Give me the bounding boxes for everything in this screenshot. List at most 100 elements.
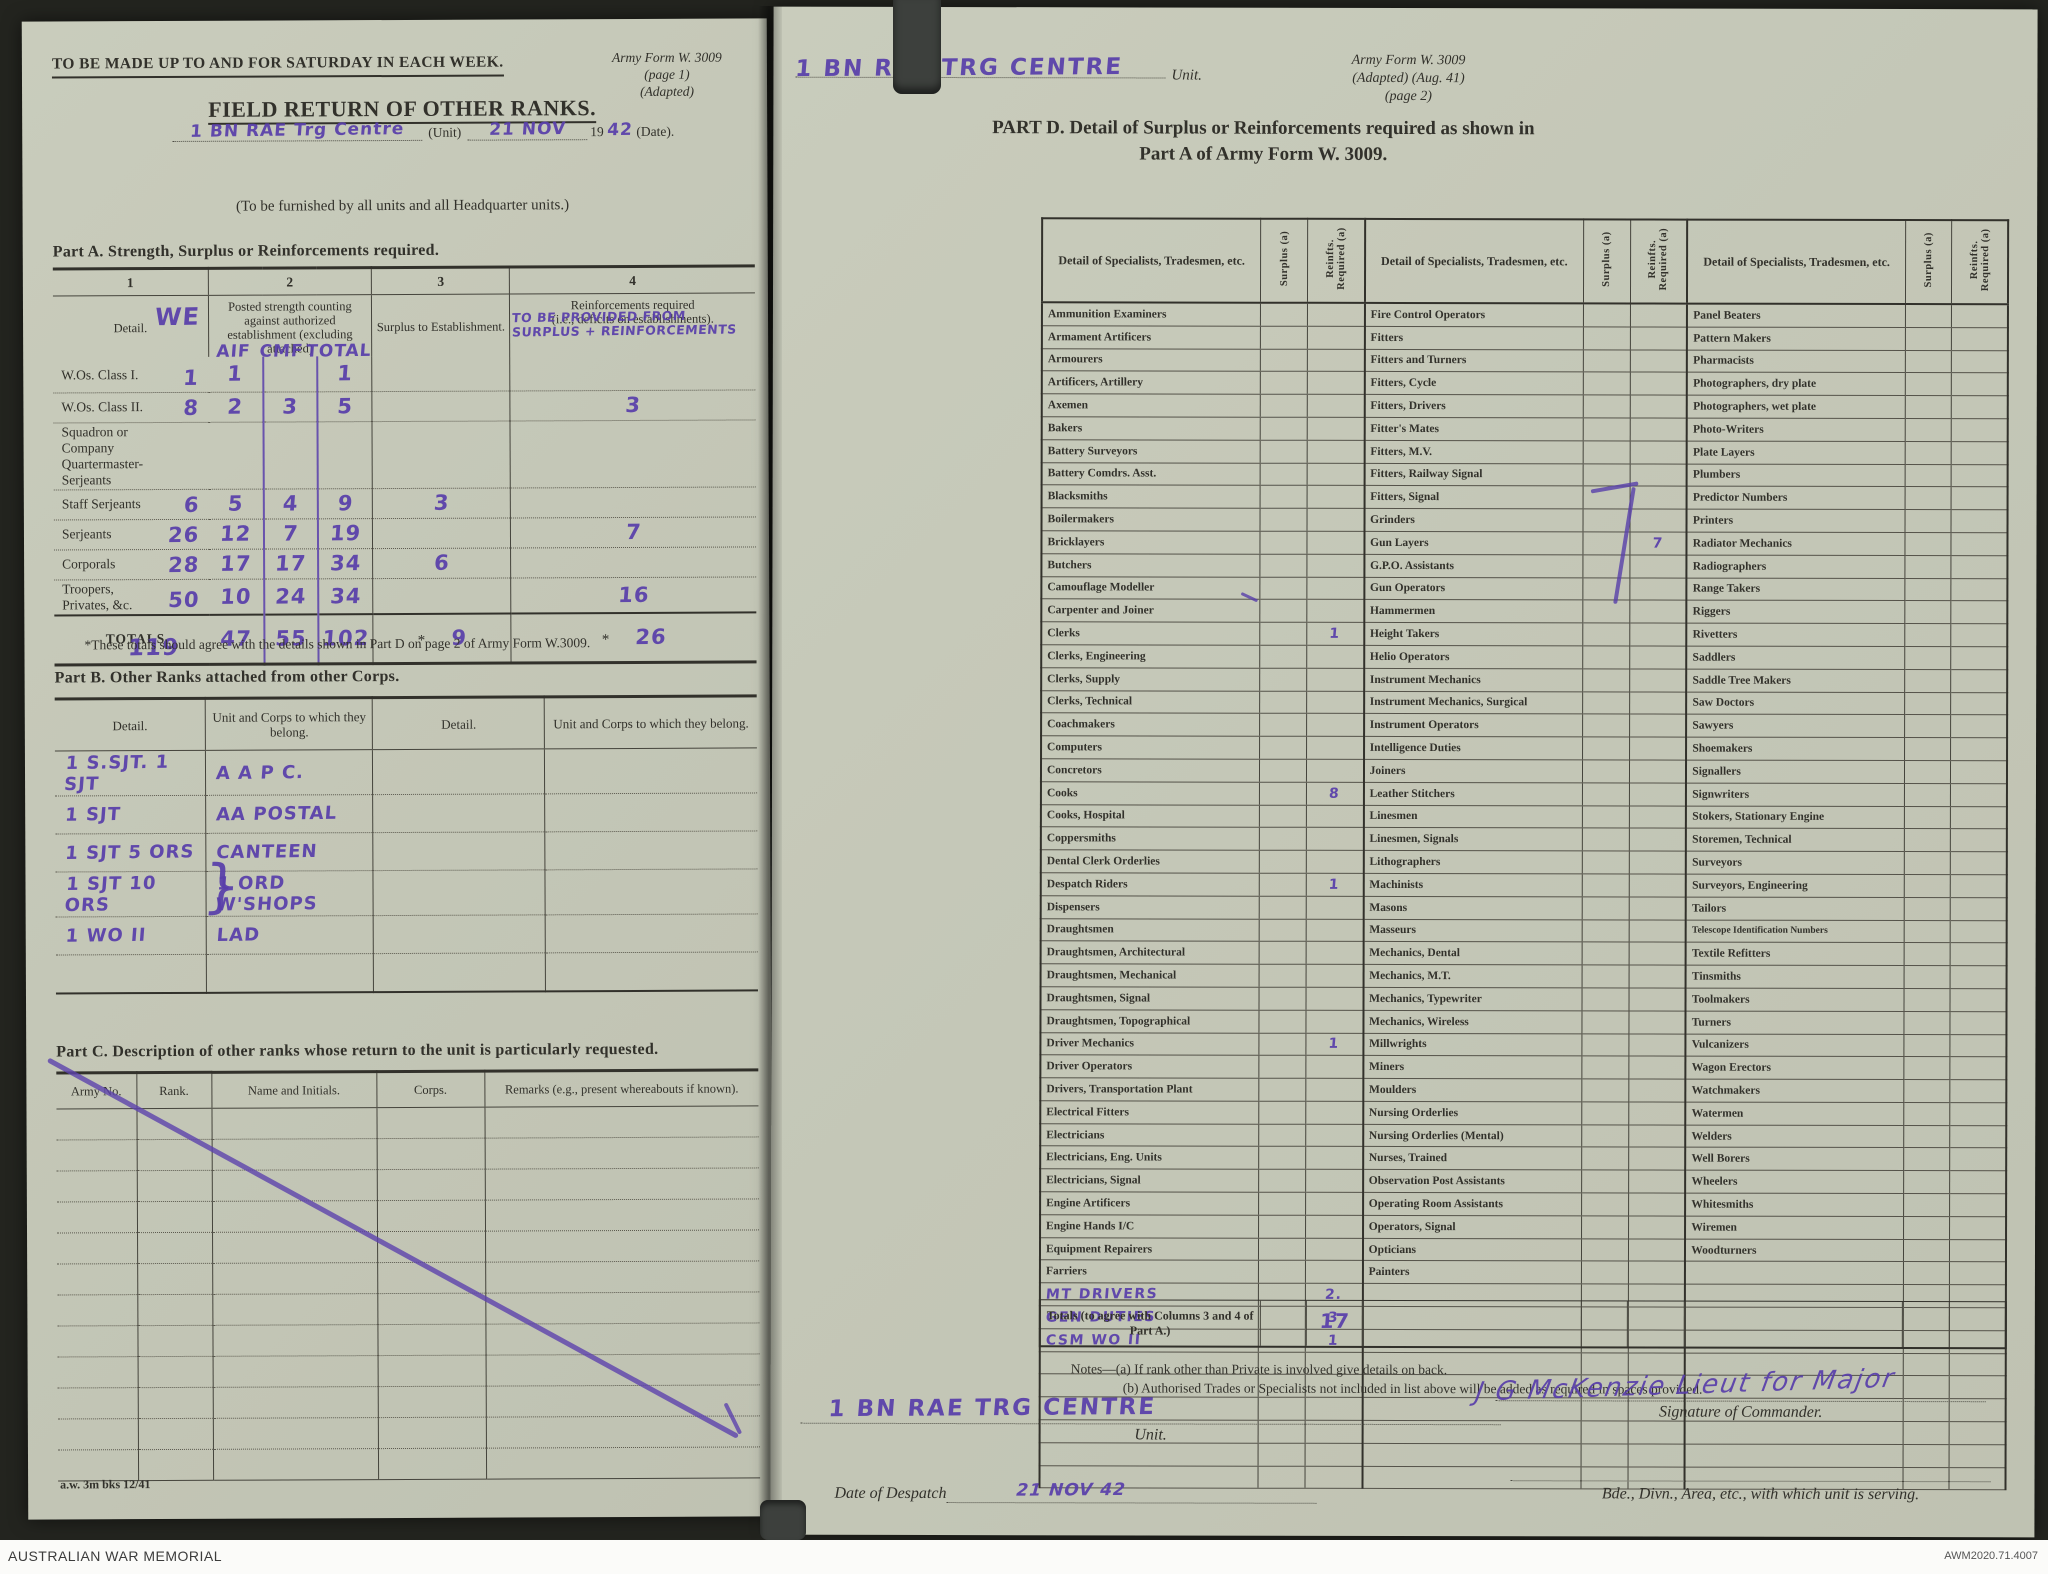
trade-cell: Photographers, wet plate: [1687, 395, 1906, 419]
surplus-cell: [1582, 873, 1629, 897]
unit-corps-cell: [545, 868, 758, 915]
part-d-row: Woodturners: [1685, 1238, 2006, 1263]
detail-cell: [373, 914, 546, 954]
reinforcements-cell: [1306, 531, 1364, 555]
reinforcements-cell: [1305, 1260, 1362, 1284]
trade-cell: Fitters, M.V.: [1364, 440, 1584, 464]
trade-cell: Cooks, Hospital: [1040, 804, 1260, 828]
trade-cell: Intelligence Duties: [1363, 736, 1583, 760]
reinforcements-cell: [1306, 690, 1363, 714]
unit-label: Unit.: [1134, 1426, 1167, 1444]
reinforcements-cell: [1950, 1011, 2007, 1035]
trade-cell: Vulcanizers: [1685, 1033, 1904, 1057]
surplus-cell: [1582, 896, 1629, 920]
surplus-cell: [1904, 464, 1952, 488]
trade-cell: Wiremen: [1685, 1215, 1904, 1240]
surplus-cell: [1903, 1034, 1951, 1057]
surplus-cell: [1260, 325, 1308, 349]
surplus-cell: [1582, 600, 1630, 624]
part-d-row: Watermen: [1685, 1101, 2007, 1126]
reinforcements-cell: [1950, 714, 2008, 738]
part-d-row: Stokers, Stationary Engine: [1686, 805, 2007, 830]
surplus-cell: [1259, 873, 1307, 897]
surplus-cell: [1260, 462, 1308, 486]
archive-caption-bar: AUSTRALIAN WAR MEMORIAL AWM2020.71.4007: [0, 1540, 2048, 1574]
surplus-cell: [1260, 553, 1307, 577]
detail-cell: [372, 748, 546, 795]
hw-detail-value: 1 SJT: [64, 803, 122, 826]
surplus-cell: [1581, 1261, 1628, 1285]
part-d-row: Cooks 8: [1040, 781, 1363, 805]
reinforcements-cell: [1628, 1193, 1685, 1216]
trade-cell: Clerks: [1041, 621, 1261, 646]
reinforcements-cell: [1951, 578, 2008, 602]
reinforcements-cell: [1628, 896, 1686, 920]
reinforcements-cell: [1629, 395, 1687, 419]
part-d-row: Computers: [1041, 735, 1363, 760]
reinforcements-cell: [1307, 302, 1364, 327]
reinforcements-cell: [1629, 486, 1686, 510]
unit-corps-cell: AA POSTAL: [206, 794, 374, 834]
trade-cell: Painters: [1362, 1260, 1582, 1285]
rank-detail-cell: Serjeants 26: [53, 518, 210, 550]
part-d-row: Mechanics, M.T.: [1363, 964, 1685, 988]
part-d-row: Bricklayers: [1041, 530, 1364, 555]
trade-cell: Armourers: [1041, 348, 1261, 372]
trade-cell: Nursing Orderlies: [1362, 1101, 1582, 1125]
surplus-cell: [1258, 1146, 1306, 1170]
reinforcements-cell: [1306, 918, 1363, 942]
trade-cell: Riggers: [1686, 600, 1905, 624]
trade-cell: Clerks, Engineering: [1041, 644, 1260, 668]
hw-strength-value: 7: [282, 521, 300, 546]
part-a-row: W.Os. Class I. 1 1 1: [53, 354, 756, 393]
strength-cell: 7: [263, 518, 319, 549]
trade-cell: Lithographers: [1363, 850, 1583, 874]
reinforcements-cell: [1628, 1010, 1685, 1034]
trade-cell: Toolmakers: [1685, 987, 1904, 1012]
surplus-cell: [372, 577, 512, 614]
hw-surplus-value: 6: [433, 550, 451, 575]
part-d-row: Whitesmiths: [1685, 1193, 2007, 1217]
part-d-row: Dispensers: [1040, 895, 1363, 919]
reinforcements-cell: [1951, 373, 2008, 396]
trade-cell: Drivers, Transportation Plant: [1040, 1077, 1260, 1102]
part-d-row: Mechanics, Typewriter: [1363, 987, 1685, 1011]
part-d-row: Fire Control Operators: [1364, 302, 1687, 327]
hw-brace: }: [200, 851, 244, 921]
trade-cell: Photo-Writers: [1687, 418, 1906, 442]
part-d-row: Printers: [1686, 509, 2008, 533]
surplus-cell: [1260, 531, 1307, 555]
part-d-row: Nursing Orderlies (Mental): [1362, 1124, 1685, 1148]
part-d-row: Draughtsmen, Signal: [1040, 986, 1363, 1011]
reinforcements-cell: [1305, 1055, 1363, 1079]
trade-cell: Opticians: [1362, 1238, 1582, 1262]
reinforcements-header: Reinfts. Required (a): [1647, 228, 1670, 291]
part-d-row: Tinsmiths: [1685, 965, 2007, 989]
detail-cell: 1 S.SJT. 1 SJT: [54, 750, 207, 796]
reinforcements-cell: [1305, 1009, 1363, 1033]
hw-reinforcements-value: 1: [1329, 625, 1342, 642]
part-d-row: Wiremen: [1685, 1215, 2007, 1240]
part-d-row: Textile Refitters: [1685, 942, 2007, 966]
surplus-cell: [1905, 327, 1952, 351]
trade-cell: Millwrights: [1363, 1032, 1582, 1057]
strength-cell: [208, 421, 264, 489]
surplus-cell: [1258, 1192, 1306, 1216]
part-a-row: W.Os. Class II. 8 2 3 5 3: [53, 389, 756, 423]
part-b-row: 1 S.SJT. 1 SJT A A P C.: [54, 747, 758, 796]
trade-cell: Fitters, Signal: [1364, 485, 1583, 510]
mount-clip-bottom: [760, 1500, 806, 1540]
trade-cell: Height Takers: [1363, 622, 1583, 646]
trade-cell: Telescope Identification Numbers: [1685, 919, 1905, 943]
trade-cell: Watchmakers: [1685, 1079, 1904, 1103]
trade-cell: Computers: [1041, 735, 1260, 760]
part-b-header-row: Detail. Unit and Corps to which they bel…: [54, 695, 757, 751]
surplus-cell: [1260, 599, 1307, 623]
surplus-cell: [1904, 600, 1952, 624]
surplus-cell: [1903, 1170, 1951, 1194]
reinforcements-cell: [1950, 965, 2007, 989]
surplus-cell: [1582, 668, 1630, 692]
reinforcements-cell: 7: [510, 516, 757, 548]
trade-cell: Fitters: [1364, 326, 1584, 350]
strength-cell: 1: [208, 356, 264, 392]
